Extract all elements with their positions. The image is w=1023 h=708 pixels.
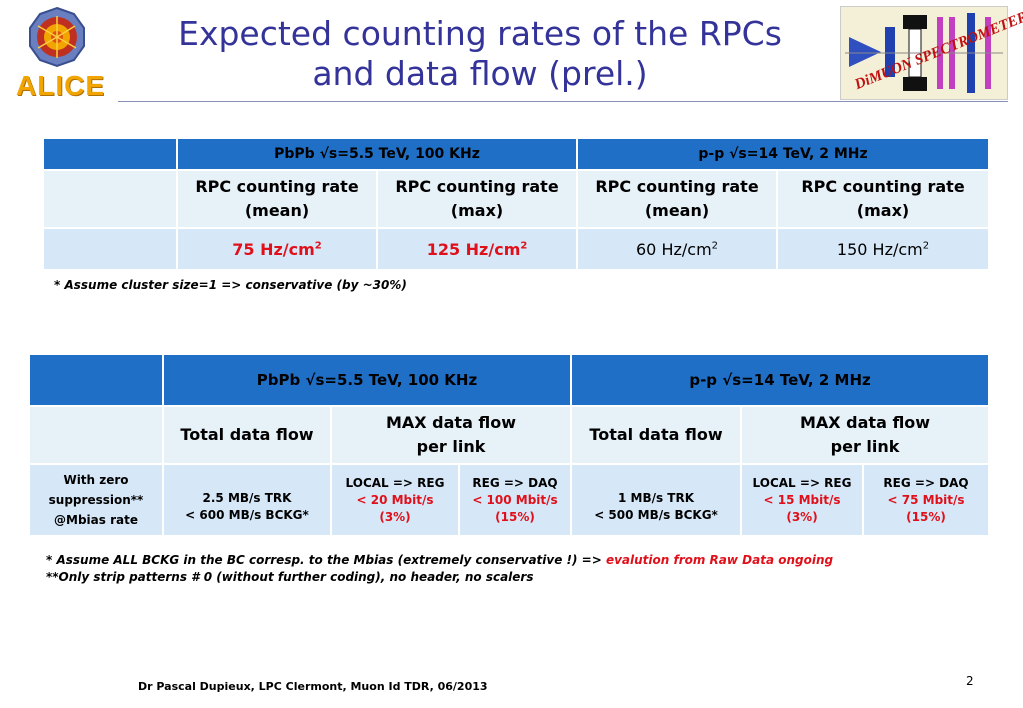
table1-empty-cell (42, 169, 178, 229)
table2-col-header: MAX data flow per link (329, 405, 573, 465)
table1-header-pbpb: PbPb √s=5.5 TeV, 100 KHz (175, 137, 579, 171)
counting-rates-table: PbPb √s=5.5 TeV, 100 KHz p-p √s=14 TeV, … (42, 137, 991, 271)
alice-logo-text: ALICE (16, 70, 105, 101)
table1-col-header: RPC counting rate (mean) (576, 169, 779, 229)
table2-col-header: Total data flow (570, 405, 743, 465)
table1-col-header: RPC counting rate (mean) (176, 169, 378, 229)
table2-value-cell: LOCAL => REG < 15 Mbit/s (3%) (740, 463, 865, 537)
page-number: 2 (966, 674, 974, 688)
table2-empty-cell (28, 405, 164, 465)
table2-value-cell: REG => DAQ < 100 Mbit/s (15%) (457, 463, 573, 537)
table1-corner-cell (42, 137, 178, 171)
table1-empty-cell (42, 227, 178, 271)
table2-header-pp: p-p √s=14 TeV, 2 MHz (570, 353, 991, 407)
table2-value-cell: 2.5 MB/s TRK < 600 MB/s BCKG* (162, 463, 332, 537)
table2-col-header: Total data flow (162, 405, 332, 465)
table2-col-header: MAX data flow per link (740, 405, 991, 465)
table2-value-cell: 1 MB/s TRK < 500 MB/s BCKG* (570, 463, 743, 537)
footer-credit: Dr Pascal Dupieux, LPC Clermont, Muon Id… (138, 680, 488, 693)
dimuon-spectrometer-logo: DiMUON SPECTROMETER (840, 6, 1023, 100)
table1-value-cell: 60 Hz/cm2 (576, 227, 779, 271)
alice-logo: ALICE (8, 6, 106, 101)
table2-header-pbpb: PbPb √s=5.5 TeV, 100 KHz (161, 353, 573, 407)
table2-footnote-1: * Assume ALL BCKG in the BC corresp. to … (46, 553, 834, 567)
alice-emblem-icon (29, 6, 85, 68)
page-title: Expected counting rates of the RPCs and … (120, 14, 840, 94)
table2-value-cell: LOCAL => REG < 20 Mbit/s (3%) (330, 463, 460, 537)
table1-footnote: * Assume cluster size=1 => conservative … (54, 278, 407, 292)
table1-header-pp: p-p √s=14 TeV, 2 MHz (576, 137, 991, 171)
title-line-1: Expected counting rates of the RPCs (178, 14, 782, 53)
title-line-2: and data flow (prel.) (312, 54, 648, 93)
table1-value-cell: 150 Hz/cm2 (776, 227, 991, 271)
table1-value-cell: 125 Hz/cm2 (375, 227, 579, 271)
table2-corner-cell (28, 353, 164, 407)
table2-value-cell: REG => DAQ < 75 Mbit/s (15%) (862, 463, 991, 537)
table1-col-header: RPC counting rate (max) (776, 169, 991, 229)
table1-value-cell: 75 Hz/cm2 (176, 227, 378, 271)
table2-footnote-2: **Only strip patterns # 0 (without furth… (46, 570, 534, 584)
title-divider (118, 101, 1008, 102)
table2-row-label: With zero suppression** @Mbias rate (28, 463, 164, 537)
spectrometer-drawing-icon (845, 13, 1003, 93)
data-flow-table: PbPb √s=5.5 TeV, 100 KHz p-p √s=14 TeV, … (28, 353, 991, 537)
table1-col-header: RPC counting rate (max) (375, 169, 579, 229)
